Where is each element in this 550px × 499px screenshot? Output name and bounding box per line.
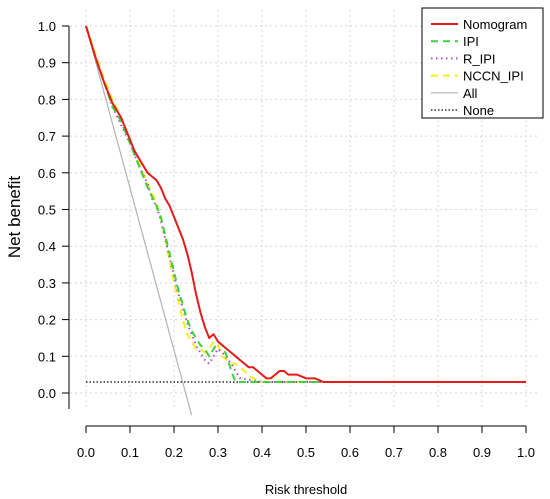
series-line-ipi: [85, 25, 526, 383]
series: [85, 25, 526, 415]
x-tick-label: 0.6: [341, 445, 359, 460]
legend-label: IPI: [463, 34, 479, 49]
legend-label: Nomogram: [463, 17, 527, 32]
x-tick-label: 0.9: [473, 445, 491, 460]
x-tick-label: 0.4: [253, 445, 271, 460]
y-tick-label: 0.2: [38, 313, 56, 328]
y-tick-label: 0.8: [38, 92, 56, 107]
tick-labels: 0.0 0.1 0.2 0.3 0.4 0.5 0.6 0.7 0.8 0.9 1.0 0.0 0.1 0…: [38, 19, 535, 460]
y-tick-label: 0.3: [38, 276, 56, 291]
x-tick-label: 0.2: [165, 445, 183, 460]
y-tick-label: 0.1: [38, 349, 56, 364]
y-tick-label: 0.7: [38, 129, 56, 144]
legend-label: None: [463, 103, 494, 118]
x-tick-label: 1.0: [517, 445, 535, 460]
y-tick-label: 0.9: [38, 56, 56, 71]
legend-label: R_IPI: [463, 51, 496, 66]
y-axis-title: Net benefit: [5, 176, 24, 258]
x-tick-label: 0.5: [297, 445, 315, 460]
series-line-nomogram: [85, 25, 526, 383]
series-line-r-ipi: [85, 25, 526, 383]
x-tick-label: 0.0: [77, 445, 95, 460]
legend-label: NCCN_IPI: [463, 69, 524, 84]
y-tick-label: 0.0: [38, 386, 56, 401]
y-tick-label: 0.5: [38, 203, 56, 218]
series-line-all: [85, 25, 193, 415]
y-tick-label: 1.0: [38, 19, 56, 34]
legend-label: All: [463, 86, 478, 101]
x-tick-label: 0.8: [429, 445, 447, 460]
x-axis-title: Risk threshold: [265, 482, 347, 497]
x-tick-label: 0.1: [121, 445, 139, 460]
axes: [62, 25, 527, 433]
x-tick-label: 0.7: [385, 445, 403, 460]
legend-box: [421, 7, 544, 119]
series-line-nccn-ipi: [85, 25, 526, 383]
y-tick-label: 0.4: [38, 239, 56, 254]
y-tick-label: 0.6: [38, 166, 56, 181]
legend: Nomogram IPI R_IPI NCCN_IPI All None: [421, 7, 544, 119]
x-tick-label: 0.3: [209, 445, 227, 460]
